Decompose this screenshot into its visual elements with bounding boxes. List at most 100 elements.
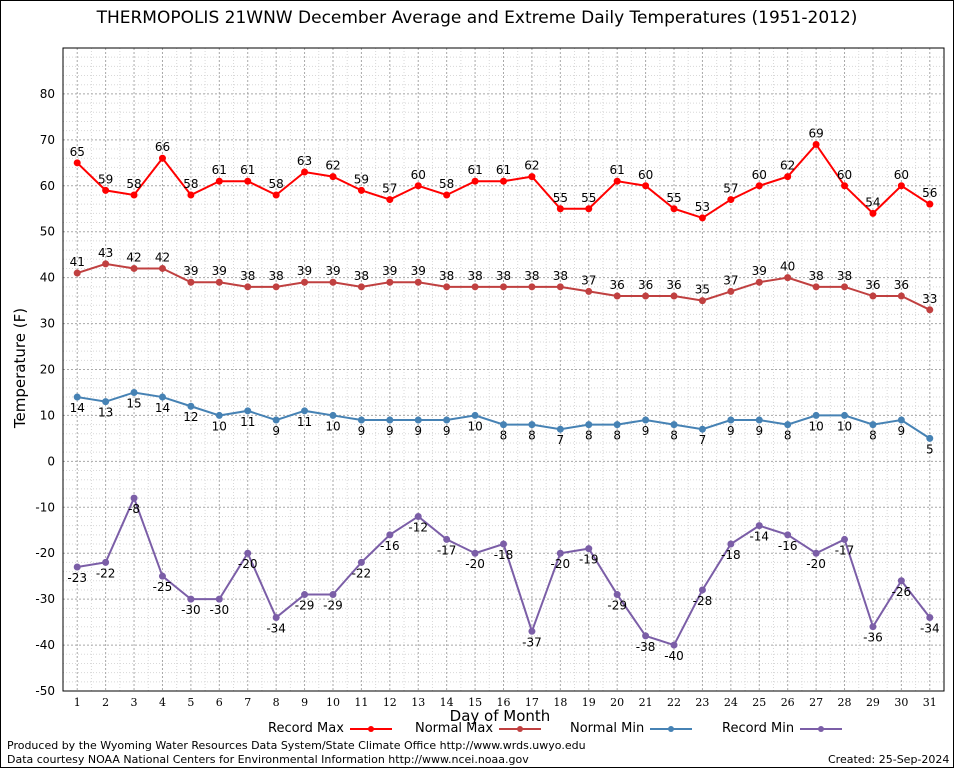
data-point bbox=[784, 421, 792, 429]
data-label: 56 bbox=[922, 186, 937, 200]
x-tick-label: 14 bbox=[440, 696, 454, 709]
data-label: 38 bbox=[524, 269, 539, 283]
data-point bbox=[613, 591, 621, 599]
data-label: 41 bbox=[70, 255, 85, 269]
data-label: -29 bbox=[295, 599, 315, 613]
data-label: -20 bbox=[238, 557, 258, 571]
data-point bbox=[670, 421, 678, 429]
data-point bbox=[613, 421, 621, 429]
data-label: 38 bbox=[553, 269, 568, 283]
data-label: 38 bbox=[439, 269, 454, 283]
data-label: -37 bbox=[522, 635, 542, 649]
x-tick-label: 27 bbox=[809, 696, 823, 709]
data-point bbox=[215, 177, 223, 185]
data-label: 38 bbox=[808, 269, 823, 283]
data-label: 61 bbox=[467, 163, 482, 177]
data-label: -16 bbox=[778, 539, 798, 553]
data-label: -12 bbox=[408, 520, 428, 534]
data-label: 38 bbox=[269, 269, 284, 283]
data-point bbox=[500, 177, 507, 185]
data-point bbox=[102, 558, 110, 566]
data-point bbox=[187, 595, 195, 603]
data-label: 57 bbox=[723, 182, 738, 196]
data-label: -17 bbox=[437, 543, 457, 557]
data-point bbox=[158, 393, 166, 401]
data-point bbox=[130, 494, 138, 502]
data-label: -18 bbox=[721, 548, 741, 562]
data-label: 5 bbox=[926, 442, 934, 456]
data-label: 63 bbox=[297, 154, 312, 168]
data-label: -40 bbox=[664, 649, 684, 663]
data-label: 42 bbox=[155, 250, 170, 264]
data-label: 53 bbox=[695, 200, 710, 214]
x-tick-label: 15 bbox=[468, 696, 482, 709]
data-label: 10 bbox=[837, 419, 852, 433]
data-label: 43 bbox=[98, 246, 113, 260]
legend-item-record-max: Record Max bbox=[268, 721, 392, 736]
data-label: 55 bbox=[581, 191, 596, 205]
legend-label-normal-max: Normal Max bbox=[415, 721, 494, 736]
data-point bbox=[698, 425, 706, 433]
data-point bbox=[841, 411, 849, 419]
x-tick-label: 22 bbox=[667, 696, 681, 709]
data-point bbox=[500, 540, 507, 548]
y-tick-label: -10 bbox=[35, 500, 55, 514]
data-label: -20 bbox=[465, 557, 485, 571]
data-point bbox=[301, 591, 309, 599]
legend-label-record-max: Record Max bbox=[268, 721, 344, 736]
data-point bbox=[329, 411, 337, 419]
data-label: 8 bbox=[670, 429, 678, 443]
data-point bbox=[130, 191, 138, 199]
data-label: 13 bbox=[98, 406, 113, 420]
data-point bbox=[73, 563, 81, 571]
x-tick-label: 19 bbox=[582, 696, 596, 709]
data-point bbox=[869, 209, 877, 217]
data-point bbox=[812, 411, 820, 419]
data-point bbox=[73, 159, 81, 167]
data-label: 38 bbox=[467, 269, 482, 283]
data-label: 39 bbox=[183, 264, 198, 278]
data-label: 14 bbox=[70, 401, 85, 415]
plot-border bbox=[62, 47, 945, 692]
data-label: -22 bbox=[352, 566, 372, 580]
data-point bbox=[642, 416, 650, 424]
data-point bbox=[841, 283, 849, 291]
credit-line-1: Produced by the Wyoming Water Resources … bbox=[7, 739, 586, 752]
data-label: 39 bbox=[382, 264, 397, 278]
data-point bbox=[244, 283, 252, 291]
data-point bbox=[244, 407, 252, 415]
data-label: 65 bbox=[70, 145, 85, 159]
data-point bbox=[158, 154, 166, 162]
data-point bbox=[926, 306, 934, 314]
data-label: 42 bbox=[126, 250, 141, 264]
data-label: -26 bbox=[892, 585, 912, 599]
data-label: 15 bbox=[126, 396, 141, 410]
x-tick-label: 7 bbox=[244, 696, 251, 709]
data-point bbox=[755, 522, 763, 530]
x-tick-label: 23 bbox=[695, 696, 709, 709]
data-point bbox=[500, 421, 507, 429]
data-label: 62 bbox=[780, 159, 795, 173]
data-label: 33 bbox=[922, 292, 937, 306]
data-point bbox=[812, 140, 820, 148]
data-label: 8 bbox=[585, 429, 593, 443]
data-point bbox=[102, 186, 110, 194]
data-label: 9 bbox=[755, 424, 763, 438]
data-label: 59 bbox=[354, 172, 369, 186]
data-point bbox=[301, 407, 309, 415]
data-point bbox=[869, 623, 877, 631]
x-tick-label: 4 bbox=[159, 696, 166, 709]
data-point bbox=[556, 425, 564, 433]
data-label: 55 bbox=[666, 191, 681, 205]
data-point bbox=[755, 278, 763, 286]
data-point bbox=[187, 402, 195, 410]
data-point bbox=[215, 595, 223, 603]
data-point bbox=[670, 641, 678, 649]
data-label: 7 bbox=[557, 433, 565, 447]
data-label: 12 bbox=[183, 410, 198, 424]
x-tick-label: 18 bbox=[553, 696, 567, 709]
x-tick-label: 29 bbox=[866, 696, 880, 709]
data-label: -30 bbox=[181, 603, 201, 617]
data-point bbox=[471, 549, 479, 557]
legend-swatch-normal-max bbox=[499, 725, 542, 732]
